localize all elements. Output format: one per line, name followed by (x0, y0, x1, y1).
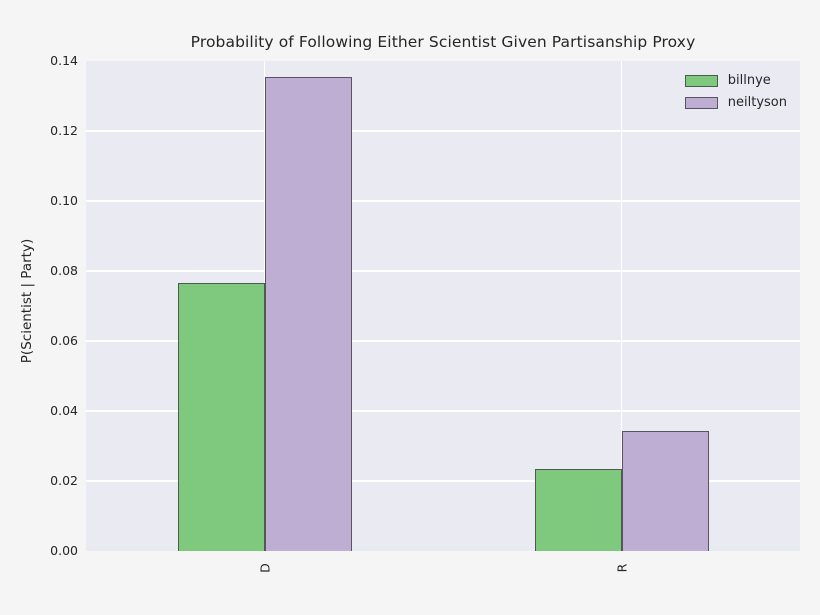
plot-area: billnye neiltyson (86, 61, 800, 551)
y-tick-label: 0.04 (50, 403, 78, 418)
legend-label: billnye (727, 73, 771, 88)
gridline (620, 61, 623, 551)
y-tick-label: 0.02 (50, 473, 78, 488)
legend: billnye neiltyson (684, 73, 787, 110)
y-tick-label: 0.14 (50, 53, 78, 68)
y-tick-label: 0.08 (50, 263, 78, 278)
y-tick-label: 0.06 (50, 333, 78, 348)
y-tick-label: 0.12 (50, 123, 78, 138)
chart-title: Probability of Following Either Scientis… (190, 33, 696, 51)
gridline (86, 130, 800, 132)
bar-billnye-R (534, 469, 622, 551)
legend-label: neiltyson (727, 95, 787, 110)
bar-neiltyson-R (621, 430, 709, 551)
x-tick-label: R (614, 563, 629, 573)
bar-neiltyson-D (264, 77, 352, 551)
gridline (86, 270, 800, 272)
legend-swatch-neiltyson (684, 96, 718, 109)
legend-item: neiltyson (684, 95, 787, 110)
y-tick-label: 0.10 (50, 193, 78, 208)
bar-billnye-D (177, 283, 265, 551)
x-tick-label: D (257, 563, 272, 573)
y-axis-ticks: 0.00 0.02 0.04 0.06 0.08 0.10 0.12 0.14 (0, 53, 78, 558)
legend-swatch-billnye (684, 74, 718, 87)
gridline (86, 410, 800, 412)
gridline (86, 340, 800, 342)
y-tick-label: 0.00 (50, 543, 78, 558)
gridline (86, 480, 800, 482)
legend-item: billnye (684, 73, 787, 88)
gridline (86, 200, 800, 202)
